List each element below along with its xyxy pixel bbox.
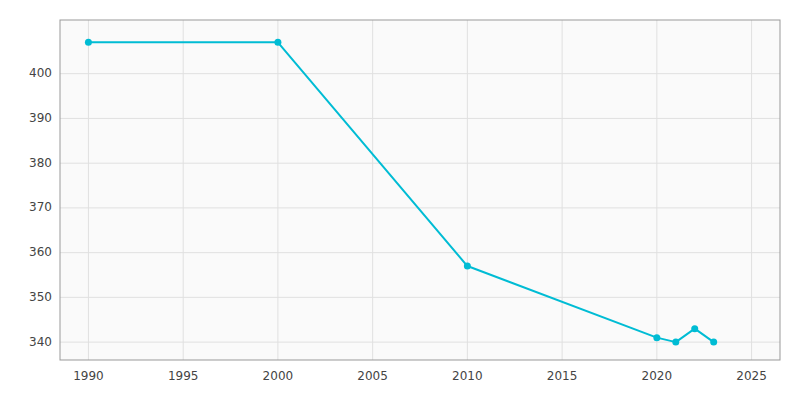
x-grid-line [467, 20, 468, 360]
y-grid-line [60, 252, 780, 253]
data-point [672, 339, 679, 346]
y-tick-label: 400 [29, 66, 52, 80]
y-tick-label: 370 [29, 200, 52, 214]
data-point [464, 263, 471, 270]
x-tick-label: 2025 [736, 369, 767, 383]
data-point [691, 325, 698, 332]
x-grid-line [183, 20, 184, 360]
data-point [710, 339, 717, 346]
y-tick-label: 390 [29, 111, 52, 125]
tick-labels: 340 350 360 370 380 390 400 1990 1995 2000 2005 201… [29, 66, 767, 383]
plot-background [60, 20, 780, 360]
y-grid-line [60, 163, 780, 164]
y-tick-label: 350 [29, 290, 52, 304]
y-tick-label: 340 [29, 335, 52, 349]
x-tick-label: 2015 [547, 369, 578, 383]
x-grid-line [277, 20, 278, 360]
x-grid-line [751, 20, 752, 360]
data-line [88, 42, 713, 342]
y-grid-line [60, 207, 780, 208]
data-point [274, 39, 281, 46]
y-grid-line [60, 297, 780, 298]
data-point [653, 334, 660, 341]
x-tick-label: 2000 [263, 369, 294, 383]
x-tick-label: 1990 [73, 369, 104, 383]
x-grid-line [372, 20, 373, 360]
data-point [85, 39, 92, 46]
x-tick-label: 2010 [452, 369, 483, 383]
y-grid-line [60, 73, 780, 74]
y-tick-label: 380 [29, 156, 52, 170]
x-grid-line [562, 20, 563, 360]
y-grid-line [60, 118, 780, 119]
x-grid-line [88, 20, 89, 360]
x-tick-label: 2020 [642, 369, 673, 383]
grid [60, 20, 780, 360]
x-grid-line [656, 20, 657, 360]
plot-frame [60, 20, 780, 360]
x-tick-label: 2005 [357, 369, 388, 383]
data-layer [85, 39, 717, 346]
y-tick-label: 360 [29, 245, 52, 259]
chart-svg: 340 350 360 370 380 390 400 1990 1995 2000 2005 201… [0, 0, 800, 400]
chart-container: 340 350 360 370 380 390 400 1990 1995 2000 2005 201… [0, 0, 800, 400]
x-tick-label: 1995 [168, 369, 199, 383]
